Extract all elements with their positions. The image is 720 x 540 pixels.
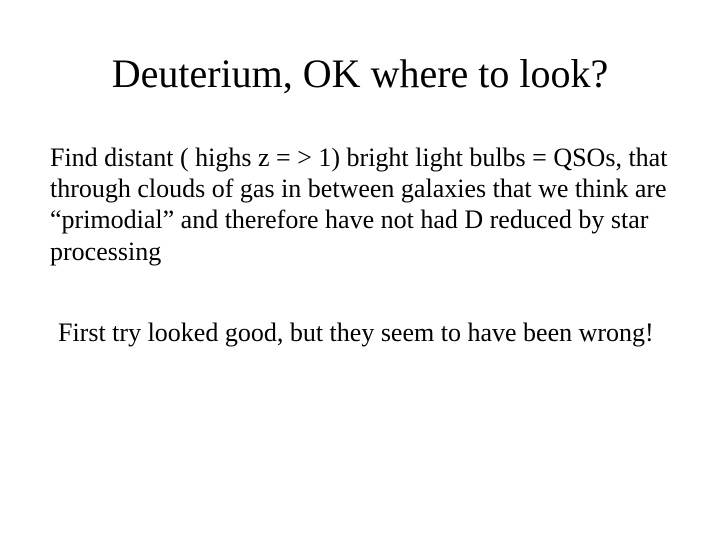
slide-container: Deuterium, OK where to look? Find distan… (0, 0, 720, 540)
slide-paragraph-1: Find distant ( highs z = > 1) bright lig… (50, 142, 670, 267)
slide-paragraph-2: First try looked good, but they seem to … (50, 317, 670, 348)
slide-title: Deuterium, OK where to look? (50, 50, 670, 97)
